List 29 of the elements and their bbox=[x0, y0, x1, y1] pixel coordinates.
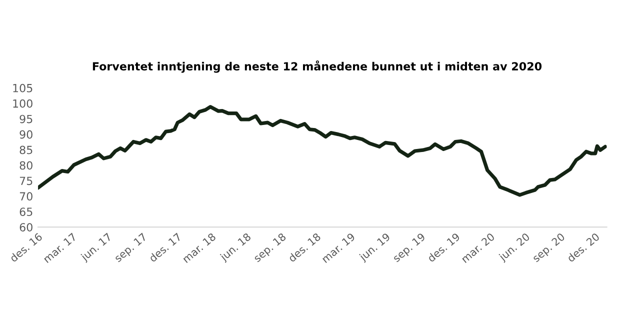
x-tick-label: sep. 17 bbox=[114, 232, 148, 264]
x-tick-label: mar. 18 bbox=[182, 232, 216, 264]
y-tick-label: 75 bbox=[20, 176, 32, 186]
x-tick-label: jun. 19 bbox=[358, 232, 392, 263]
x-tick-label: mar. 17 bbox=[42, 232, 77, 264]
chart-title: Forventet inntjening de neste 12 månedene bunnet ut i midten av 2020 bbox=[92, 60, 542, 73]
x-tick-label: des. 18 bbox=[288, 232, 322, 262]
x-tick-label: jun. 18 bbox=[218, 232, 253, 263]
x-tick-label: sep. 18 bbox=[252, 232, 288, 264]
y-tick-label: 85 bbox=[20, 146, 32, 154]
y-tick-label: 80 bbox=[20, 161, 32, 170]
y-tick-label: 65 bbox=[20, 208, 32, 216]
y-tick-label: 95 bbox=[20, 114, 32, 124]
y-tick-label: 90 bbox=[20, 130, 32, 139]
x-tick-label: des. 20 bbox=[566, 232, 600, 262]
x-tick-label: mar. 19 bbox=[321, 232, 356, 264]
y-tick-label: 70 bbox=[20, 192, 32, 201]
x-tick-label: des. 17 bbox=[148, 232, 182, 262]
y-tick-label: 105 bbox=[13, 84, 32, 92]
y-tick-label: 100 bbox=[13, 99, 32, 108]
y-tick-label: 60 bbox=[20, 223, 32, 232]
x-tick-label: des. 19 bbox=[426, 232, 460, 262]
x-tick-label: jun. 20 bbox=[498, 232, 532, 263]
x-tick-label: des. 16 bbox=[9, 232, 43, 262]
x-tick-label: jun. 17 bbox=[80, 232, 114, 263]
line-series bbox=[38, 104, 607, 197]
x-tick-label: mar. 20 bbox=[460, 232, 496, 264]
x-tick-label: sep. 19 bbox=[392, 232, 427, 264]
x-tick-label: sep. 20 bbox=[532, 232, 567, 264]
